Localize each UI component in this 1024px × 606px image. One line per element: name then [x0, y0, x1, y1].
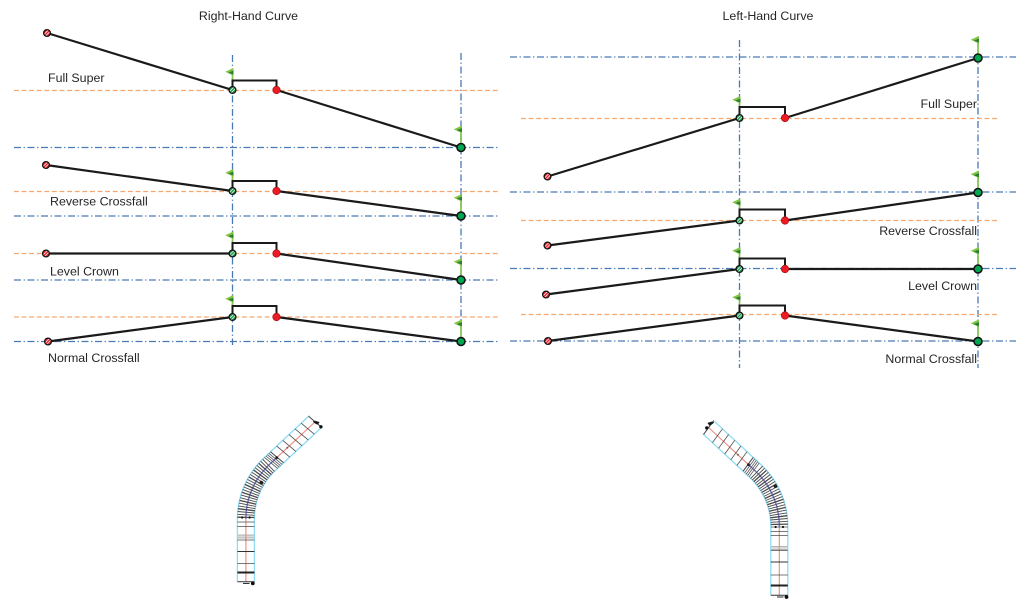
svg-text:Reverse Crossfall: Reverse Crossfall — [50, 195, 148, 209]
svg-text:Right-Hand Curve: Right-Hand Curve — [199, 9, 298, 23]
svg-text:Level Crown: Level Crown — [50, 265, 119, 279]
svg-text:Reverse Crossfall: Reverse Crossfall — [879, 224, 977, 238]
svg-text:Left-Hand Curve: Left-Hand Curve — [723, 9, 814, 23]
svg-text:Level Crown: Level Crown — [908, 279, 977, 293]
svg-text:Full Super: Full Super — [48, 71, 104, 85]
svg-text:Normal Crossfall: Normal Crossfall — [885, 352, 977, 366]
svg-text:Normal Crossfall: Normal Crossfall — [48, 351, 140, 365]
svg-text:Full Super: Full Super — [921, 97, 977, 111]
